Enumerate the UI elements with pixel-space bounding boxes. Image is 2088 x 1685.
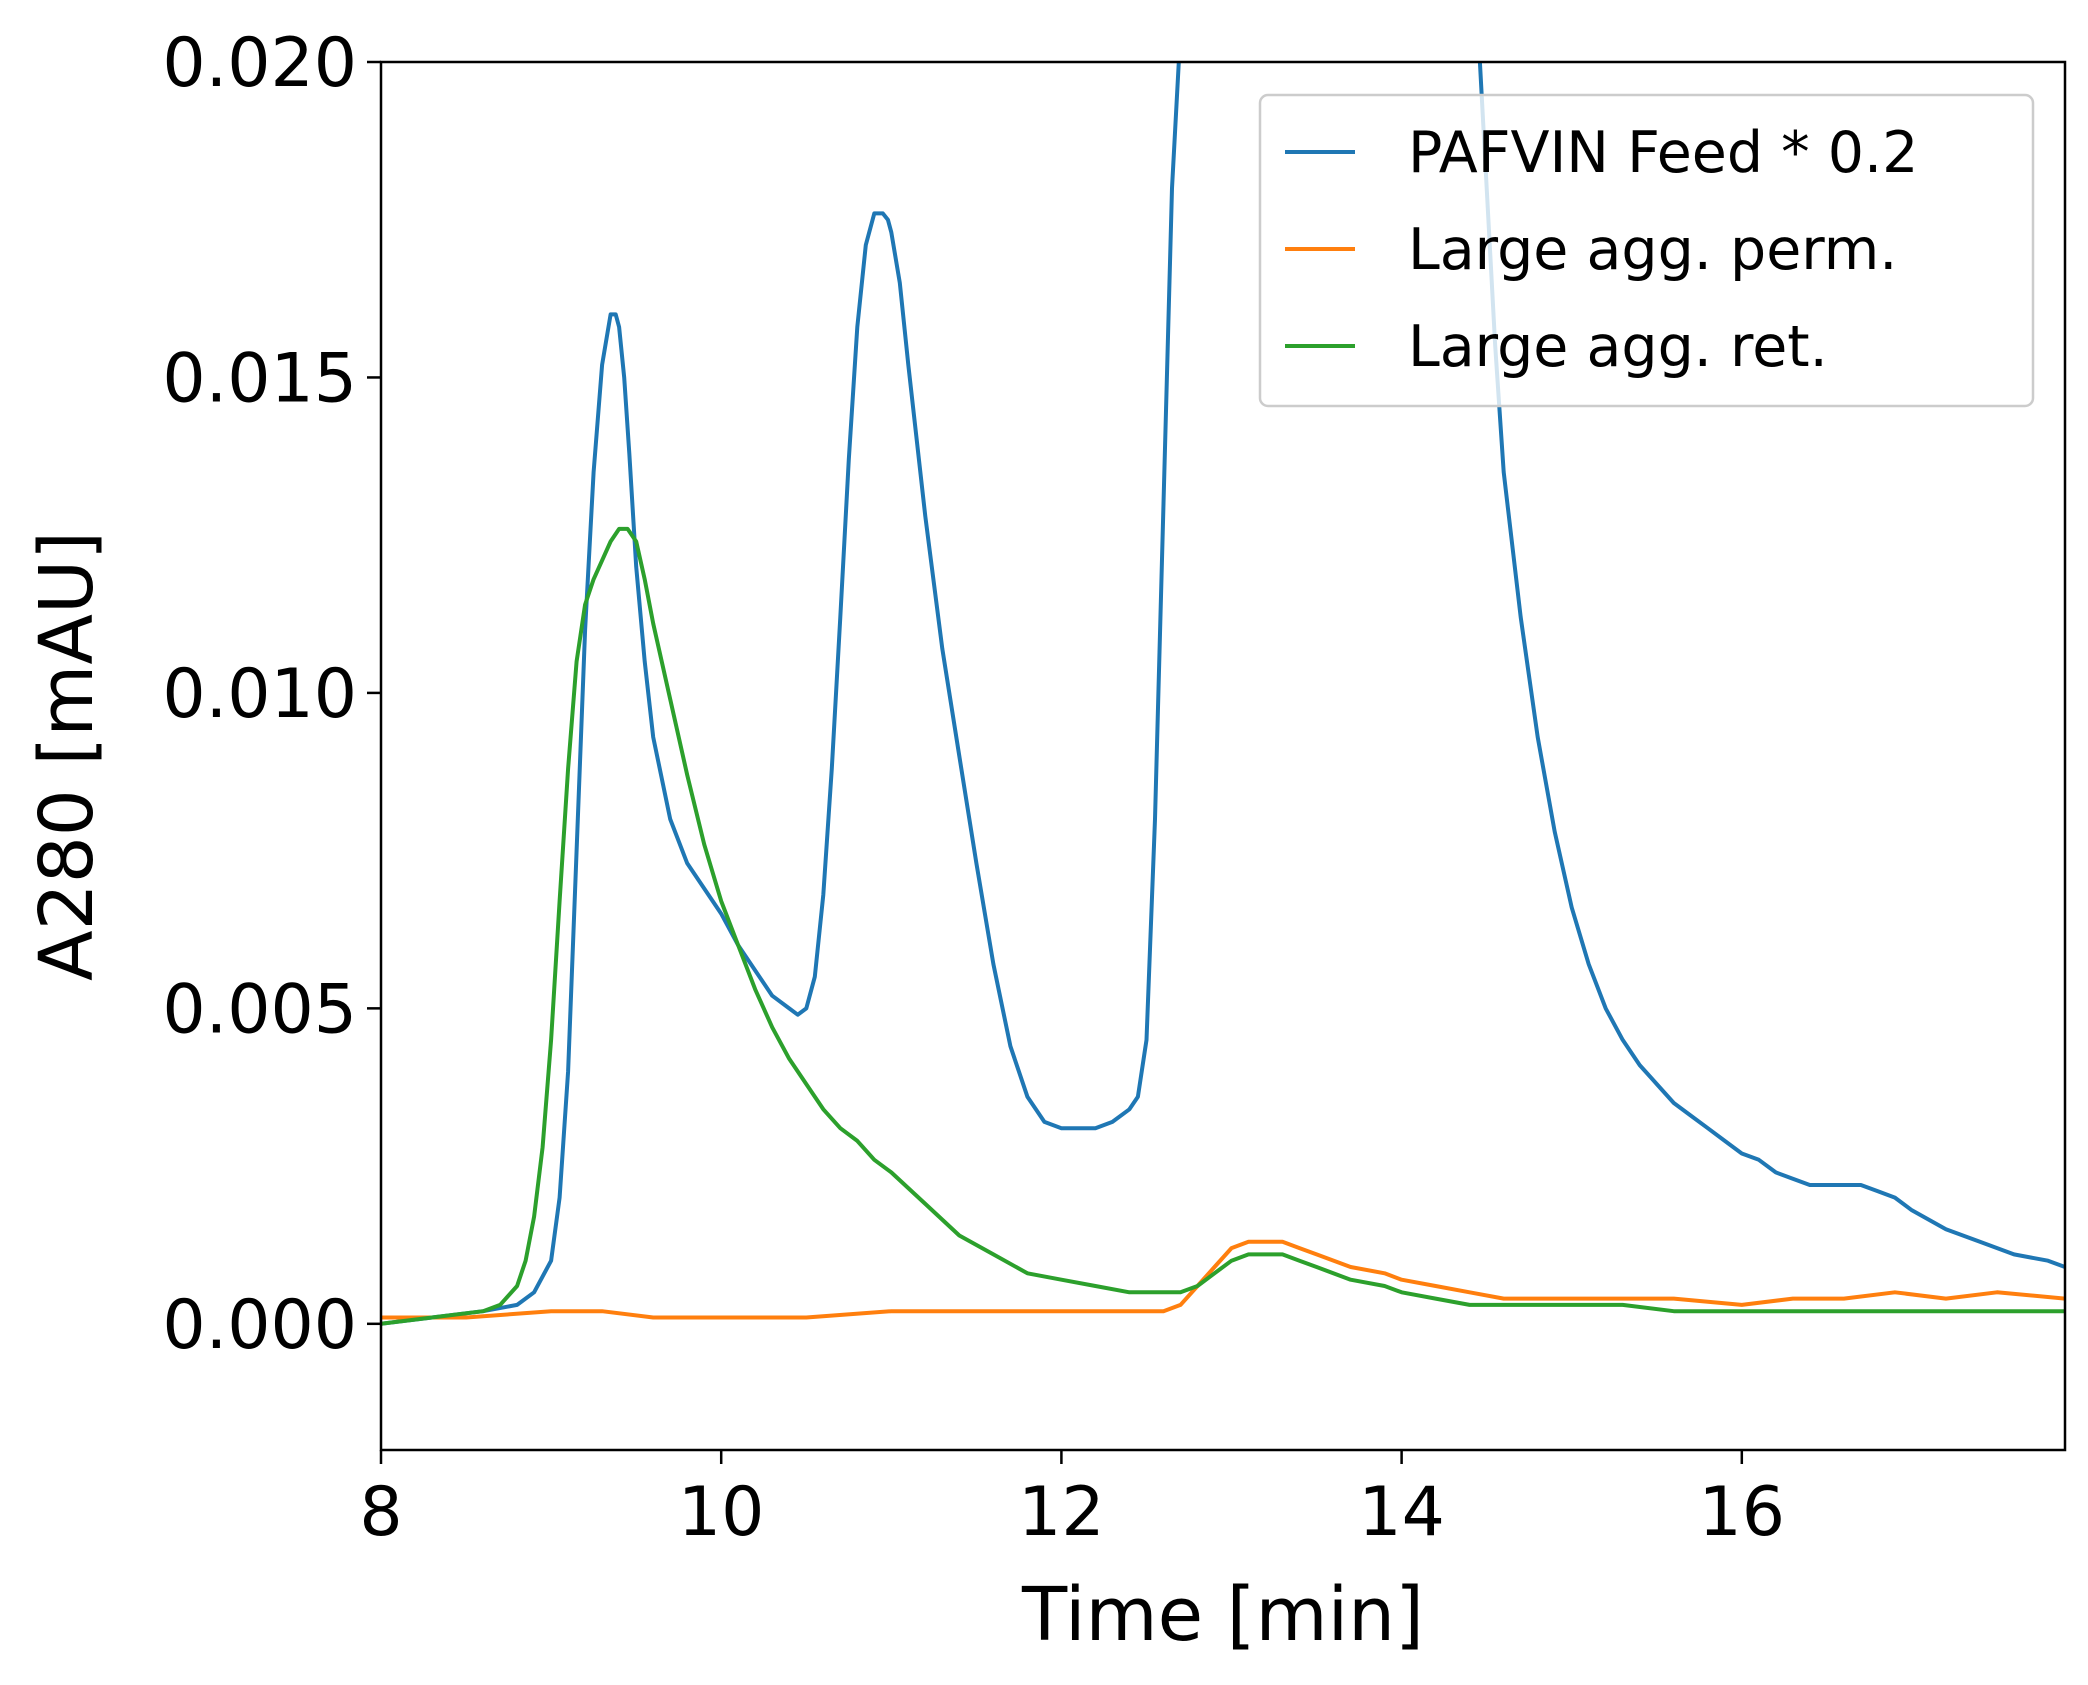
series-line-pafvin-feed (381, 62, 2065, 1326)
x-tick-label: 8 (359, 1473, 402, 1552)
y-tick-label: 0.020 (162, 24, 357, 103)
plot-frame (379, 60, 2067, 1452)
y-tick-label: 0.015 (162, 339, 357, 418)
x-tick-label: 16 (1699, 1473, 1786, 1552)
x-axis: 8 10 12 14 16 (359, 1450, 1785, 1552)
legend-box (1258, 93, 2035, 408)
series-line-large-agg-ret (381, 526, 2065, 1326)
legend-label-large-agg-ret: Large agg. ret. (1408, 314, 1828, 380)
x-tick-label: 10 (678, 1473, 765, 1552)
x-tick-label: 12 (1018, 1473, 1105, 1552)
x-axis-label: Time [min] (1021, 1572, 1424, 1658)
y-tick-label: 0.005 (162, 970, 357, 1049)
y-axis: 0.000 0.005 0.010 0.015 0.020 (162, 24, 381, 1365)
y-axis-label: A280 [mAU] (24, 531, 110, 981)
series-layer (381, 62, 2065, 1326)
x-tick-label: 14 (1358, 1473, 1445, 1552)
legend-label-large-agg-perm: Large agg. perm. (1408, 217, 1897, 283)
legend-label-pafvin-feed: PAFVIN Feed * 0.2 (1408, 120, 1918, 186)
y-tick-label: 0.010 (162, 655, 357, 734)
series-line-large-agg-perm (381, 1239, 2065, 1320)
legend: PAFVIN Feed * 0.2 Large agg. perm. Large… (1258, 93, 2035, 408)
y-tick-label: 0.000 (162, 1286, 357, 1365)
